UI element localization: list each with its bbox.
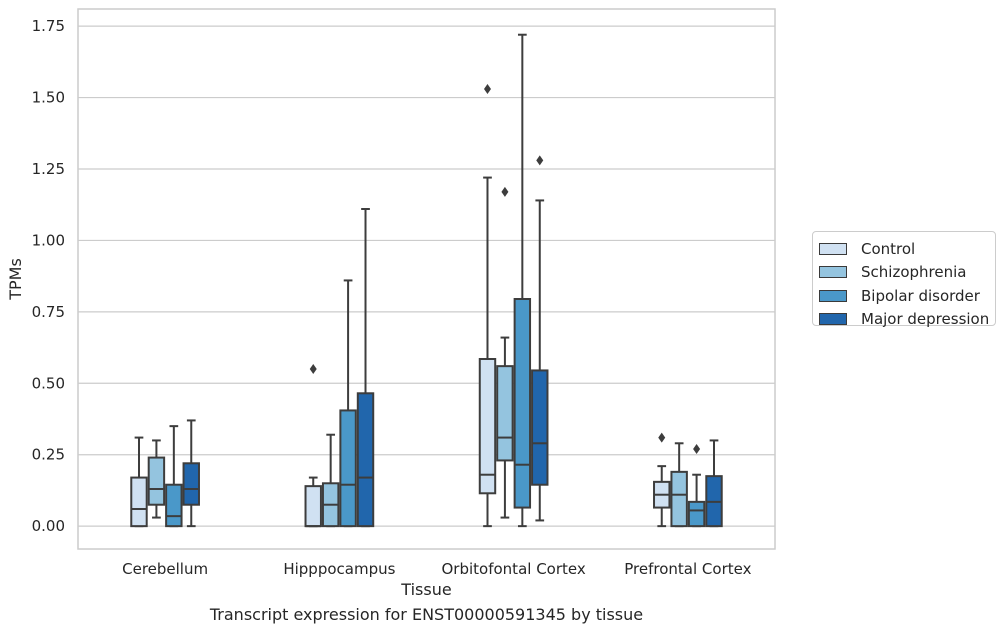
outlier-point: [483, 84, 491, 94]
legend: Control Schizophrenia Bipolar disorder M…: [812, 231, 996, 328]
box-major-depression-3: [705, 439, 723, 528]
box-bipolar-disorder-2: [513, 33, 532, 528]
legend-item-schizophrenia: Schizophrenia: [819, 261, 995, 285]
legend-item-bipolar-disorder: Bipolar disorder: [819, 284, 995, 308]
box-control-3: [653, 432, 671, 528]
legend-swatch-control: [819, 242, 847, 255]
box-rect: [496, 365, 514, 462]
box-rect: [165, 483, 183, 528]
legend-label-bipolar-disorder: Bipolar disorder: [861, 286, 980, 305]
y-tick-label: 0.75: [32, 303, 65, 321]
box-major-depression-0: [182, 419, 200, 528]
x-tick-label: Hipppocampus: [283, 560, 395, 578]
y-tick-label: 0.25: [32, 446, 65, 464]
box-rect: [147, 456, 166, 506]
y-tick-label: 1.00: [32, 231, 65, 249]
box-rect: [513, 298, 532, 509]
box-rect: [130, 476, 148, 528]
legend-swatch-schizophrenia: [819, 266, 847, 279]
x-axis-label: Tissue: [400, 580, 451, 599]
y-tick-label: 0.00: [32, 517, 65, 535]
box-rect: [687, 500, 706, 528]
x-tick-label: Orbitofontal Cortex: [442, 560, 586, 578]
box-layer: [130, 33, 723, 528]
box-schizophrenia-0: [147, 439, 166, 519]
box-rect: [304, 485, 322, 528]
box-rect: [356, 392, 375, 528]
y-tick-label: 1.75: [32, 17, 65, 35]
y-tick-label: 1.50: [32, 89, 65, 107]
box-rect: [670, 470, 688, 528]
box-schizophrenia-1: [321, 433, 340, 528]
box-bipolar-disorder-3: [687, 444, 706, 528]
outlier-point: [536, 155, 544, 166]
y-tick-labels: 0.00 0.25 0.50 0.75 1.00 1.25 1.50 1.75: [32, 17, 65, 535]
box-rect: [478, 358, 497, 495]
legend-swatch-major-depression: [819, 313, 847, 326]
outlier-point: [501, 186, 509, 197]
box-rect: [531, 369, 549, 486]
legend-label-major-depression: Major depression: [861, 310, 990, 329]
y-axis-label: TPMs: [6, 258, 25, 301]
box-control-0: [130, 436, 148, 528]
legend-label-control: Control: [861, 239, 916, 258]
grid-lines: [78, 25, 775, 527]
y-tick-label: 1.25: [32, 160, 65, 178]
box-control-2: [478, 84, 497, 528]
x-tick-labels: Cerebellum Hipppocampus Orbitofontal Corte…: [122, 560, 751, 578]
box-major-depression-2: [531, 155, 549, 522]
legend-label-schizophrenia: Schizophrenia: [861, 263, 967, 282]
outlier-point: [309, 364, 317, 374]
box-bipolar-disorder-0: [165, 425, 183, 528]
box-schizophrenia-2: [496, 186, 514, 519]
legend-swatch-bipolar-disorder: [819, 289, 847, 302]
plot-frame: [77, 8, 776, 550]
box-major-depression-1: [356, 208, 375, 528]
box-bipolar-disorder-1: [339, 279, 357, 528]
outlier-point: [693, 444, 701, 454]
x-tick-label: Prefrontal Cortex: [624, 560, 751, 578]
box-rect: [182, 462, 200, 506]
box-control-1: [304, 364, 322, 528]
outlier-point: [658, 432, 666, 443]
box-rect: [339, 409, 357, 528]
y-tick-label: 0.50: [32, 374, 65, 392]
x-tick-label: Cerebellum: [122, 560, 208, 578]
chart-caption: Transcript expression for ENST0000059134…: [209, 605, 644, 624]
legend-item-control: Control: [819, 237, 995, 261]
box-schizophrenia-3: [670, 442, 688, 528]
legend-item-major-depression: Major depression: [819, 308, 995, 332]
